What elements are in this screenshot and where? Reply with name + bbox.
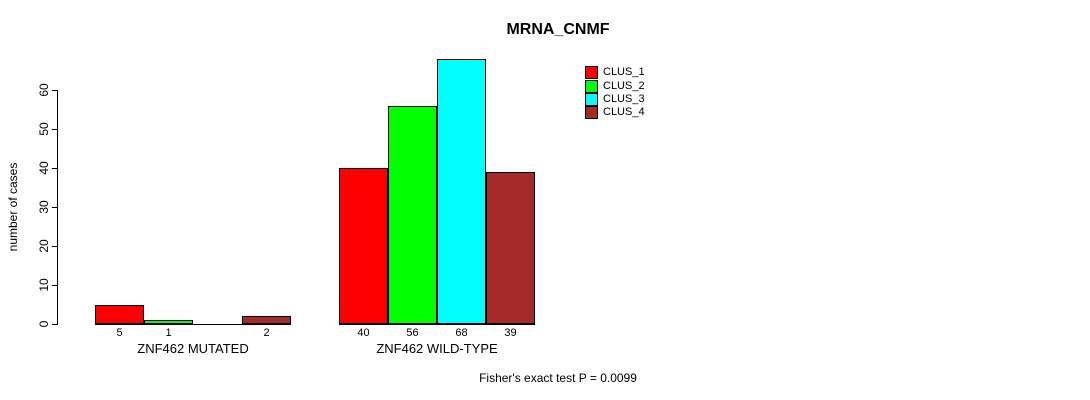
legend-swatch-clus_4 — [585, 106, 598, 120]
y-axis-tick-label: 10 — [37, 278, 51, 292]
bar-value-label-clus-2-znf462-mutated: 1 — [165, 327, 172, 339]
bar-clus-4-znf462-wild-type — [486, 171, 535, 324]
legend-item-clus_2: CLUS_2 — [585, 79, 645, 93]
bar-clus-4-znf462-mutated — [242, 316, 291, 324]
bar-value-label-clus-1-znf462-wild-type: 40 — [357, 327, 370, 339]
bar-clus-2-znf462-mutated — [144, 320, 193, 324]
y-axis-tick — [52, 129, 58, 130]
bar-value-label-clus-1-znf462-mutated: 5 — [116, 327, 123, 339]
legend-label-clus_3: CLUS_3 — [603, 92, 645, 105]
bar-clus-3-znf462-wild-type — [437, 58, 486, 324]
y-axis-tick-label: 60 — [37, 83, 51, 97]
y-axis-tick — [52, 285, 58, 286]
bar-value-label-clus-4-znf462-wild-type: 39 — [504, 327, 517, 339]
bar-value-label-clus-3-znf462-wild-type: 68 — [455, 327, 468, 339]
y-axis-tick — [52, 324, 58, 325]
legend-swatch-clus_2 — [585, 79, 598, 93]
y-axis-tick — [52, 90, 58, 91]
fisher-test-caption: Fisher's exact test P = 0.0099 — [479, 371, 637, 385]
chart-title: MRNA_CNMF — [506, 21, 610, 38]
group-baseline — [95, 324, 291, 325]
y-axis-tick — [52, 246, 58, 247]
legend-label-clus_4: CLUS_4 — [603, 106, 645, 119]
legend-item-clus_4: CLUS_4 — [585, 106, 645, 120]
legend-swatch-clus_3 — [585, 92, 598, 106]
y-axis-tick-label: 40 — [37, 161, 51, 175]
bar-clus-2-znf462-wild-type — [388, 105, 437, 324]
y-axis-tick-label: 30 — [37, 200, 51, 214]
y-axis-tick — [52, 168, 58, 169]
legend-label-clus_1: CLUS_1 — [603, 66, 645, 79]
y-axis-tick — [52, 207, 58, 208]
bar-clus-1-znf462-wild-type — [339, 168, 388, 324]
y-axis-tick-label: 0 — [37, 320, 51, 328]
legend-swatch-clus_1 — [585, 66, 598, 80]
y-axis-tick-label: 20 — [37, 239, 51, 253]
legend: CLUS_1 CLUS_2 CLUS_3 CLUS_4 — [585, 66, 645, 120]
y-axis-tick-label: 50 — [37, 122, 51, 136]
legend-item-clus_3: CLUS_3 — [585, 92, 645, 106]
legend-item-clus_1: CLUS_1 — [585, 66, 645, 80]
group-baseline — [339, 324, 535, 325]
group-label-znf462-wild-type: ZNF462 WILD-TYPE — [376, 341, 498, 356]
bar-value-label-clus-4-znf462-mutated: 2 — [263, 327, 270, 339]
bar-clus-1-znf462-mutated — [95, 304, 144, 324]
bar-value-label-clus-2-znf462-wild-type: 56 — [406, 327, 419, 339]
group-label-znf462-mutated: ZNF462 MUTATED — [137, 341, 249, 356]
y-axis-title: number of cases — [6, 162, 20, 252]
legend-label-clus_2: CLUS_2 — [603, 79, 645, 92]
